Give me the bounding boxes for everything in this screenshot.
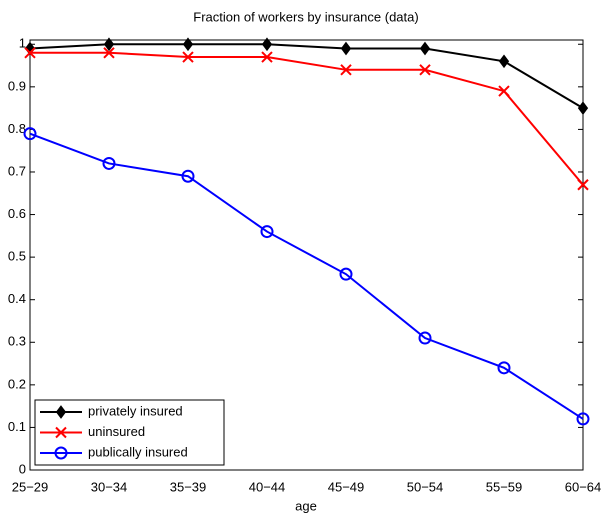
y-tick-label: 0.9: [8, 78, 26, 93]
marker: [339, 267, 353, 281]
x-tick-label: 45−49: [328, 479, 365, 494]
marker: [102, 156, 116, 170]
marker: [577, 179, 589, 191]
series-line: [29, 132, 584, 420]
chart-title: Fraction of workers by insurance (data): [193, 9, 418, 24]
marker: [182, 51, 194, 63]
marker: [103, 37, 115, 52]
y-tick-label: 0.3: [8, 334, 26, 349]
y-tick-label: 0.6: [8, 206, 26, 221]
legend-label: privately insured: [88, 403, 183, 418]
y-tick-label: 0.2: [8, 376, 26, 391]
marker: [418, 331, 432, 345]
marker: [55, 426, 67, 439]
marker: [497, 361, 511, 375]
marker: [103, 47, 115, 59]
x-tick-label: 25−29: [12, 479, 49, 494]
marker: [261, 37, 273, 52]
x-tick-label: 50−54: [407, 479, 444, 494]
series-line: [30, 51, 584, 186]
series-line: [29, 43, 584, 109]
x-axis-label: age: [295, 498, 317, 513]
y-tick-label: 0.7: [8, 163, 26, 178]
y-tick-label: 0.8: [8, 121, 26, 136]
y-tick-label: 0.5: [8, 249, 26, 264]
y-tick-label: 1: [19, 36, 26, 51]
plot-area: [29, 39, 584, 471]
marker: [577, 101, 589, 115]
marker: [498, 85, 510, 97]
x-tick-label: 30−34: [91, 479, 128, 494]
marker: [340, 64, 352, 76]
legend-label: publically insured: [88, 444, 188, 459]
y-tick-label: 0.4: [8, 291, 26, 306]
marker: [261, 51, 273, 63]
marker: [23, 127, 37, 141]
marker: [24, 47, 36, 59]
y-tick-label: 0: [19, 461, 26, 476]
legend: privately insured uninsured publically ins…: [34, 399, 225, 466]
marker: [260, 225, 274, 239]
marker: [54, 446, 68, 460]
marker: [419, 64, 431, 76]
x-tick-label: 60−64: [565, 479, 602, 494]
x-tick-label: 55−59: [486, 479, 523, 494]
marker: [576, 412, 590, 426]
marker: [182, 37, 194, 52]
marker: [181, 169, 195, 183]
y-tick-label: 0.1: [8, 419, 26, 434]
legend-label: uninsured: [88, 424, 145, 439]
marker: [419, 41, 431, 56]
x-tick-label: 40−44: [249, 479, 286, 494]
x-tick-label: 35−39: [170, 479, 207, 494]
marker: [498, 54, 510, 69]
marker: [340, 41, 352, 56]
marker: [55, 405, 67, 419]
